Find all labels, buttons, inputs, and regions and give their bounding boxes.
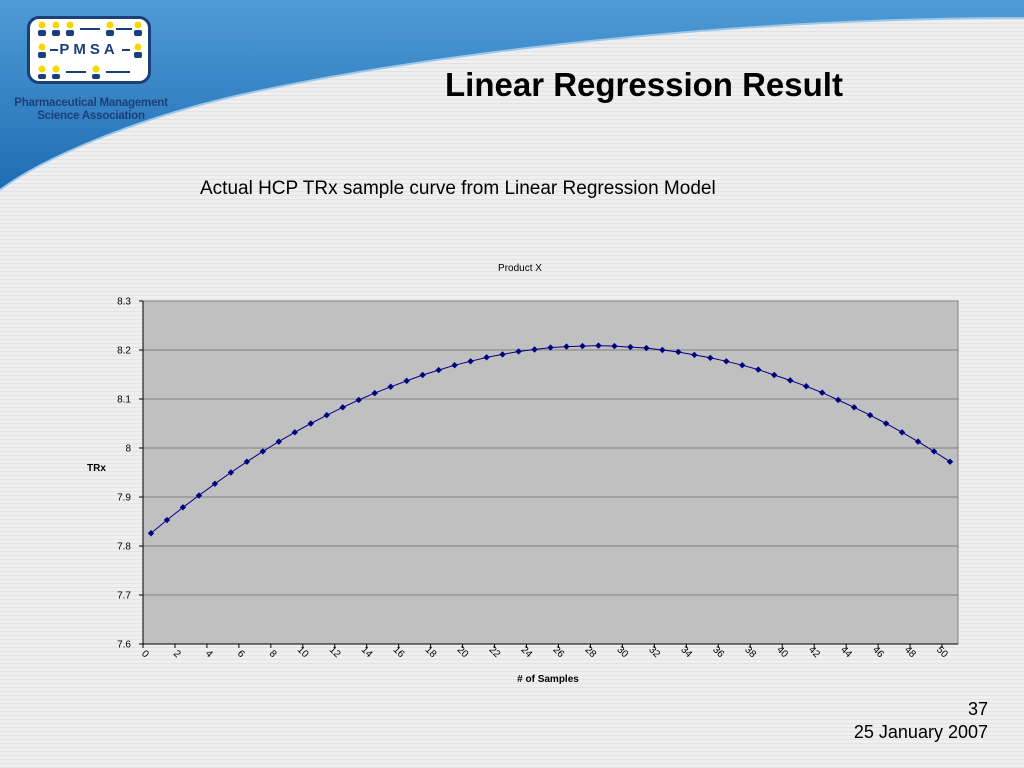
x-axis-title: # of Samples	[517, 674, 579, 685]
x-tick-label: 20	[455, 644, 471, 660]
chart-title: Product X	[498, 263, 542, 274]
x-tick-label: 12	[327, 644, 343, 660]
data-point-marker	[259, 448, 267, 455]
data-point-marker	[818, 389, 826, 396]
y-axis-title: TRx	[87, 463, 106, 474]
data-point-marker	[147, 530, 155, 537]
data-point-marker	[547, 344, 554, 351]
x-tick-label: 8	[267, 648, 279, 660]
data-point-marker	[866, 411, 874, 419]
data-point-marker	[355, 396, 362, 404]
pmsa-logo: PMSA	[27, 16, 151, 84]
data-point-marker	[211, 480, 219, 487]
data-point-marker	[595, 342, 602, 349]
x-tick-label: 24	[519, 644, 535, 660]
x-tick-label: 40	[774, 644, 790, 660]
x-tick-label: 36	[710, 644, 726, 660]
x-tick-label: 0	[139, 648, 151, 660]
plot-area	[142, 300, 959, 645]
data-point-marker	[467, 358, 474, 365]
data-point-marker	[419, 371, 426, 379]
data-point-marker	[291, 429, 299, 436]
logo-graphic	[38, 21, 142, 79]
x-tick-label: 30	[614, 644, 630, 660]
x-tick-label: 32	[646, 644, 662, 660]
data-point-marker	[643, 344, 650, 352]
x-tick-label: 44	[838, 644, 854, 660]
data-point-marker	[659, 346, 666, 354]
data-point-marker	[627, 343, 634, 351]
x-tick-label: 48	[902, 644, 918, 660]
y-tick-label: 8	[125, 444, 131, 455]
x-tick-label: 18	[423, 644, 439, 660]
data-point-marker	[707, 354, 714, 362]
data-point-marker	[882, 420, 890, 427]
data-point-marker	[275, 438, 283, 445]
x-tick-label: 26	[551, 644, 567, 660]
data-point-marker	[755, 366, 762, 373]
x-tick-label: 14	[359, 644, 375, 660]
data-point-marker	[723, 358, 730, 365]
x-tick-label: 50	[934, 644, 950, 660]
data-point-marker	[850, 404, 858, 411]
data-point-marker	[307, 420, 314, 427]
y-tick-label: 8.2	[117, 346, 131, 357]
slide-date: 25 January 2007	[853, 722, 988, 742]
data-point-marker	[930, 448, 938, 455]
data-point-marker	[739, 361, 746, 369]
data-point-marker	[691, 351, 698, 359]
data-point-marker	[451, 361, 458, 369]
data-point-marker	[834, 396, 842, 404]
logo-text: PMSA	[59, 41, 119, 58]
slide-subtitle: Actual HCP TRx sample curve from Linear …	[200, 178, 716, 199]
data-point-marker	[499, 351, 506, 358]
y-tick-label: 7.9	[117, 493, 131, 504]
y-axis-ticks: 7.6 7.7 7.8 7.9 8 8.1 8.2 8.3	[117, 297, 144, 651]
data-point-marker	[435, 366, 442, 374]
slide-title: Linear Regression Result	[445, 66, 843, 103]
x-tick-label: 46	[870, 644, 886, 660]
x-tick-label: 2	[171, 648, 183, 660]
data-point-marker	[771, 371, 778, 379]
data-point-marker	[787, 377, 794, 384]
data-point-marker	[227, 469, 235, 476]
header-banner	[0, 0, 1024, 191]
x-axis-ticks: 0 2 4 6 8 10 12 14 16 18 20 22 24 26 28 30 32 34 36 38 40 42 4…	[139, 643, 958, 660]
org-name-line2: Science Association	[37, 110, 145, 122]
data-point-marker	[611, 342, 618, 350]
data-point-marker	[483, 354, 490, 361]
x-tick-label: 6	[235, 648, 247, 660]
x-tick-label: 34	[678, 644, 694, 660]
y-tick-label: 7.8	[117, 542, 131, 553]
data-point-marker	[387, 383, 394, 390]
data-point-marker	[403, 377, 410, 385]
data-point-marker	[579, 342, 586, 350]
data-point-marker	[339, 404, 346, 411]
series-markers	[147, 342, 954, 537]
y-tick-label: 8.3	[117, 297, 131, 308]
data-point-marker	[179, 504, 187, 511]
data-point-marker	[371, 389, 378, 397]
x-tick-label: 42	[806, 644, 822, 660]
organization-name: Pharmaceutical Management Science Associ…	[6, 97, 176, 123]
trx-line-chart: Product X 7.67.77.87.988.18.28.3 0 2 4 6 8 10…	[87, 263, 959, 685]
x-tick-label: 4	[203, 648, 215, 660]
data-point-marker	[914, 438, 922, 445]
data-point-marker	[163, 516, 171, 524]
org-name-line1: Pharmaceutical Management	[14, 97, 168, 109]
y-tick-label: 7.7	[117, 591, 131, 602]
data-point-marker	[802, 383, 810, 390]
data-point-marker	[898, 429, 906, 436]
x-tick-label: 22	[487, 644, 503, 660]
y-tick-label: 8.1	[117, 395, 131, 406]
x-tick-label: 10	[295, 644, 311, 660]
page-number: 37	[967, 699, 988, 719]
data-point-marker	[675, 348, 682, 356]
y-tick-label: 7.6	[117, 640, 131, 651]
x-tick-label: 38	[742, 644, 758, 660]
x-tick-label: 28	[582, 644, 598, 660]
x-tick-label: 16	[391, 644, 407, 660]
data-point-marker	[323, 411, 330, 419]
